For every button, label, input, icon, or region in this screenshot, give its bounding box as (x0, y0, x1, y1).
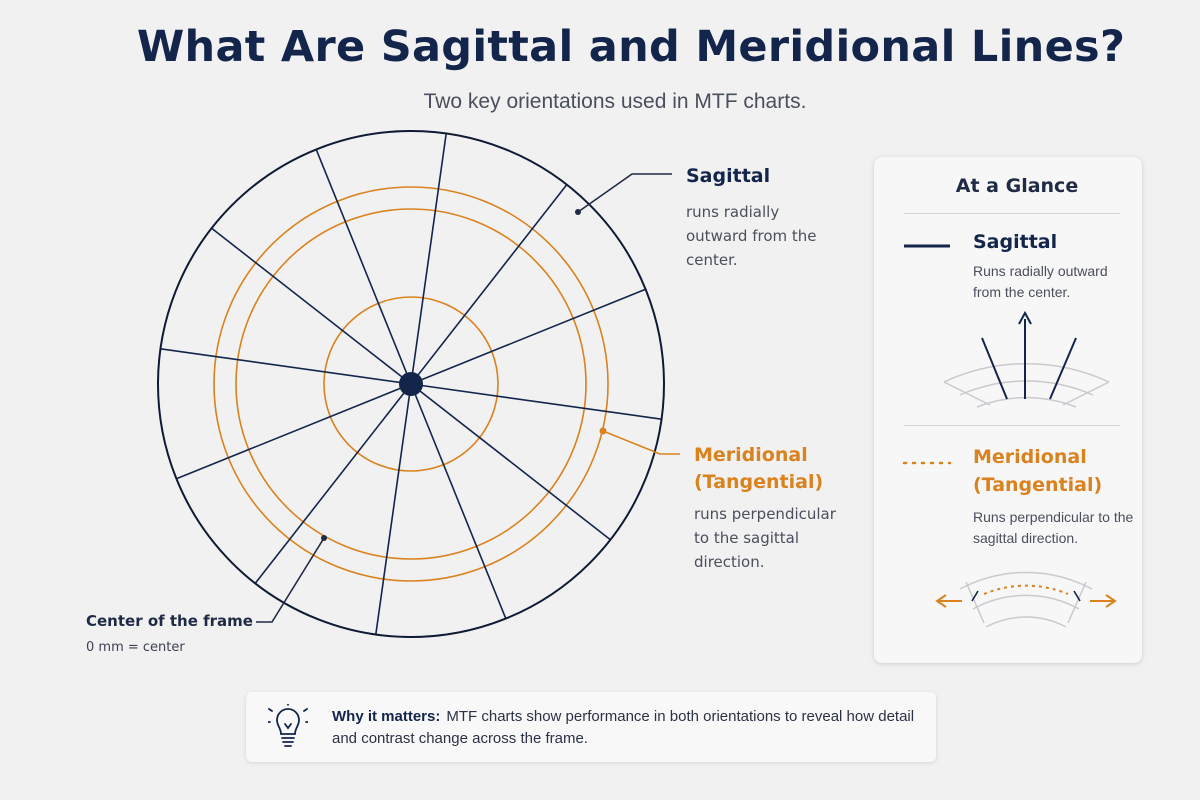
sagittal-description: runs radially outward from the center. (686, 203, 817, 269)
sagittal-mini-diagram (943, 363, 1110, 408)
sagittal-spoke (410, 133, 447, 385)
callout-lead: Why it matters: (332, 708, 441, 725)
page-title: What Are Sagittal and Meridional Lines? (136, 22, 1126, 72)
center-label: Center of the frame (86, 612, 253, 630)
panel-sagittal-heading: Sagittal (973, 231, 1058, 253)
sagittal-spoke (160, 348, 412, 385)
sagittal-spoke (410, 184, 568, 385)
sagittal-spoke (254, 383, 412, 584)
page-subtitle: Two key orientations used in MTF charts. (423, 90, 807, 113)
sagittal-spoke (315, 149, 412, 385)
meridional-leader (602, 430, 680, 455)
panel-meridional-heading: Meridional (Tangential) (973, 446, 1103, 496)
sagittal-leader (577, 173, 672, 213)
sagittal-spoke (375, 383, 412, 635)
meridional-ring (213, 186, 609, 582)
panel-sagittal-description: Runs radially outward from the center. (973, 263, 1108, 300)
panel-divider (904, 213, 1120, 214)
sagittal-mini-lines (981, 310, 1077, 400)
why-it-matters-callout: Why it matters: MTF charts show performan… (246, 692, 936, 762)
sagittal-spoke (410, 383, 507, 619)
meridional-description: runs perpendicular to the sagittal direc… (694, 505, 836, 571)
meridional-rings (213, 186, 609, 582)
sagittal-spoke (410, 383, 662, 420)
sagittal-leader-dot (575, 209, 581, 215)
panel-illustrations (902, 244, 1117, 628)
meridional-mini-diagram (959, 571, 1093, 628)
at-a-glance-panel: At a Glance (874, 157, 1142, 663)
lightbulb-icon (268, 704, 308, 747)
sagittal-spokes (160, 133, 662, 635)
callout-body: MTF charts show performance in both orie… (332, 708, 915, 747)
meridional-leader-dot (599, 427, 607, 435)
sagittal-label: Sagittal (686, 165, 771, 187)
meridional-ring (323, 296, 499, 472)
meridional-mini-lines (935, 584, 1117, 608)
center-description: 0 mm = center (86, 640, 185, 655)
meridional-label: Meridional (Tangential) (694, 444, 824, 493)
center-leader (256, 537, 325, 623)
sagittal-spoke (176, 383, 412, 480)
sagittal-spoke (410, 383, 611, 541)
sagittal-spoke (410, 288, 646, 385)
callout-text: Why it matters: MTF charts show performan… (332, 706, 922, 750)
panel-title: At a Glance (955, 175, 1079, 197)
panel-meridional-description: Runs perpendicular to the sagittal direc… (973, 509, 1134, 546)
sagittal-spoke (211, 227, 412, 385)
meridional-ring (235, 208, 587, 560)
center-dot (399, 372, 423, 396)
panel-divider (904, 425, 1120, 426)
center-leader-dot (321, 535, 327, 541)
frame-outline (157, 130, 665, 638)
